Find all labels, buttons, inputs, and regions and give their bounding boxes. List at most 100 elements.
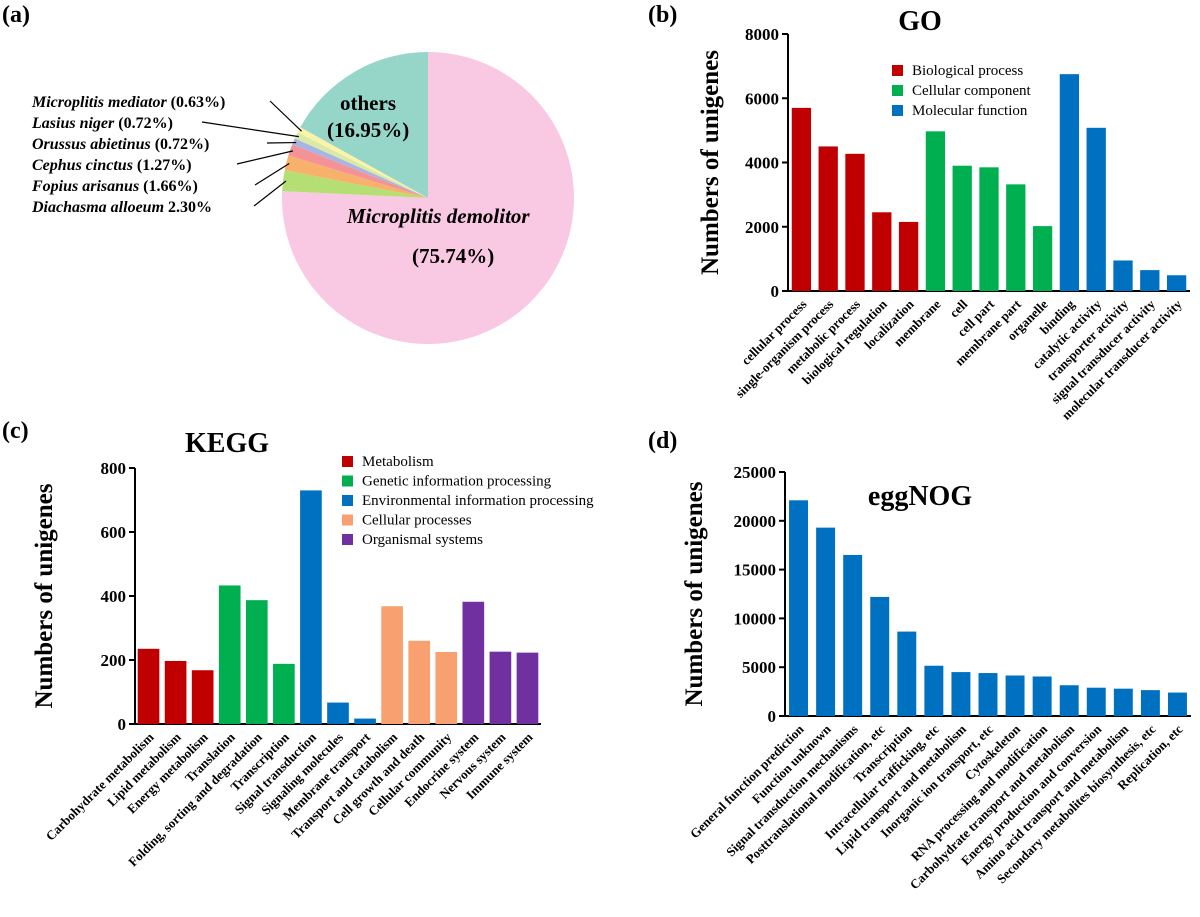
y-tick-label: 25000: [734, 463, 777, 482]
bar-biological-regulation: [872, 212, 892, 291]
panel-label-d: (d): [648, 428, 677, 454]
bar-lipid-metabolism: [164, 660, 187, 724]
bar-rna-processing-and-modification: [1032, 676, 1052, 716]
y-tick-label: 15000: [734, 561, 777, 580]
pie-slice-fopius-arisanus: [284, 155, 428, 198]
bar-membrane-part: [1006, 184, 1026, 291]
pie-leader-line: [236, 150, 294, 165]
pie-leader-line: [269, 100, 302, 132]
pie-label-fopius-arisanus: Fopius arisanus (1.66%): [31, 178, 198, 195]
bar-amino-acid-transport-and-metabolism: [1113, 688, 1133, 716]
pie-label-pct: (75.74%): [412, 244, 494, 268]
pie-label-name: Microplitis demolitor: [346, 204, 530, 228]
legend-label: Environmental information processing: [362, 493, 594, 509]
legend-swatch: [892, 85, 903, 96]
pie-slice-lasius-niger: [294, 132, 428, 198]
bar-carbohydrate-metabolism: [137, 648, 160, 724]
legend-swatch: [342, 456, 353, 467]
bar-signal-transduction: [300, 490, 322, 724]
bar-general-function-prediction: [789, 500, 809, 716]
bar-cell-part: [979, 167, 999, 291]
pie-label-cephus-cinctus: Cephus cinctus (1.27%): [32, 157, 192, 174]
bar-transcription: [897, 631, 917, 716]
bar-localization: [898, 221, 919, 291]
pie-label-pct: (16.95%): [327, 118, 409, 142]
y-tick-label: 800: [101, 459, 127, 478]
bar-signaling-molecules: [327, 702, 349, 724]
bar-cytoskeleton: [1005, 675, 1025, 716]
bar-cellular-community: [435, 652, 458, 724]
panel-label-c: (c): [2, 418, 29, 444]
legend-swatch: [892, 105, 903, 116]
pie-slice-diachasma-alloeum: [282, 170, 428, 198]
bar-intracellular-trafficking-etc: [924, 665, 944, 716]
bar-signal-transduction-mechanisms: [843, 554, 863, 716]
y-tick-label: 400: [101, 587, 127, 606]
legend-swatch: [342, 495, 353, 506]
legend-label: Molecular function: [912, 103, 1028, 119]
y-tick-label: 600: [101, 523, 127, 542]
bar-energy-metabolism: [191, 670, 214, 724]
pie-chart-species: Microplitis demolitor (75.74%) others (16.9…: [31, 52, 574, 344]
bar-nervous-system: [489, 651, 512, 724]
legend-label: Cellular component: [912, 83, 1032, 99]
pie-leader-line: [201, 121, 299, 138]
y-tick-label: 0: [768, 707, 777, 726]
pie-label-microplitis-mediator: Microplitis mediator (0.63%): [31, 94, 225, 111]
bar-metabolic-process: [845, 153, 865, 291]
bar-single-organism-process: [818, 146, 838, 291]
bar-transport-and-catabolism: [381, 606, 403, 724]
panel-label-b: (b): [648, 2, 677, 28]
pie-slice-cephus-cinctus: [288, 144, 428, 198]
y-tick-label: 0: [771, 282, 780, 301]
bar-inorganic-ion-transport-etc: [978, 673, 998, 716]
bar-signal-transducer-activity: [1140, 270, 1160, 291]
pie-label-diachasma-alloeum: Diachasma alloeum 2.30%: [31, 199, 212, 216]
bar-secondary-metabolites-biosynthesis-etc: [1140, 690, 1160, 716]
bar-function-unknown: [816, 527, 836, 716]
y-axis-label: Numbers of unigenes: [697, 50, 724, 275]
legend-label: Metabolism: [362, 454, 434, 470]
pie-label-orussus-abietinus: Orussus abietinus (0.72%): [32, 136, 209, 153]
bar-cellular-process: [791, 107, 812, 291]
bar-membrane-transport: [354, 718, 376, 724]
bar-immune-system: [516, 652, 539, 724]
y-axis-label: Numbers of unigenes: [31, 483, 58, 708]
bar-lipid-transport-and-metabolism: [951, 672, 971, 716]
legend-swatch: [342, 534, 353, 545]
panel-label-a: (a): [2, 2, 30, 28]
pie-leader-line: [253, 180, 287, 207]
bar-transporter-activity: [1113, 260, 1133, 291]
pie-label-name: others: [340, 91, 396, 115]
bar-carbohydrate-transport-and-metabolism: [1059, 685, 1079, 716]
pie-label-lasius-niger: Lasius niger (0.72%): [31, 115, 173, 132]
y-tick-label: 4000: [745, 154, 779, 173]
bar-molecular-transducer-activity: [1166, 275, 1187, 291]
bar-translation: [218, 585, 241, 724]
pie-slice-others: [300, 52, 428, 198]
bar-endocrine-system: [462, 601, 485, 724]
bar-binding: [1059, 74, 1080, 291]
y-tick-label: 2000: [745, 218, 779, 237]
chart-title: eggNOG: [868, 481, 972, 512]
bar-membrane: [925, 131, 946, 291]
bar-organelle: [1032, 226, 1053, 291]
y-tick-label: 8000: [745, 25, 779, 44]
y-tick-label: 200: [101, 651, 127, 670]
bar-transcription: [273, 663, 295, 724]
bar-energy-production-and-conversion: [1086, 687, 1106, 716]
bar-cell-growth-and-death: [408, 640, 431, 724]
chart-title: GO: [898, 6, 942, 37]
y-tick-label: 6000: [745, 89, 779, 108]
y-tick-label: 20000: [734, 512, 777, 531]
bar-catalytic-activity: [1086, 127, 1106, 292]
legend-label: Organismal systems: [362, 532, 483, 548]
legend-swatch: [342, 514, 353, 526]
legend-swatch: [892, 65, 903, 76]
legend-label: Genetic information processing: [362, 474, 552, 490]
legend-label: Cellular processes: [362, 513, 472, 529]
legend-swatch: [342, 475, 353, 487]
pie-slice-microplitis-mediator: [297, 127, 428, 198]
pie-leader-line: [254, 162, 290, 186]
